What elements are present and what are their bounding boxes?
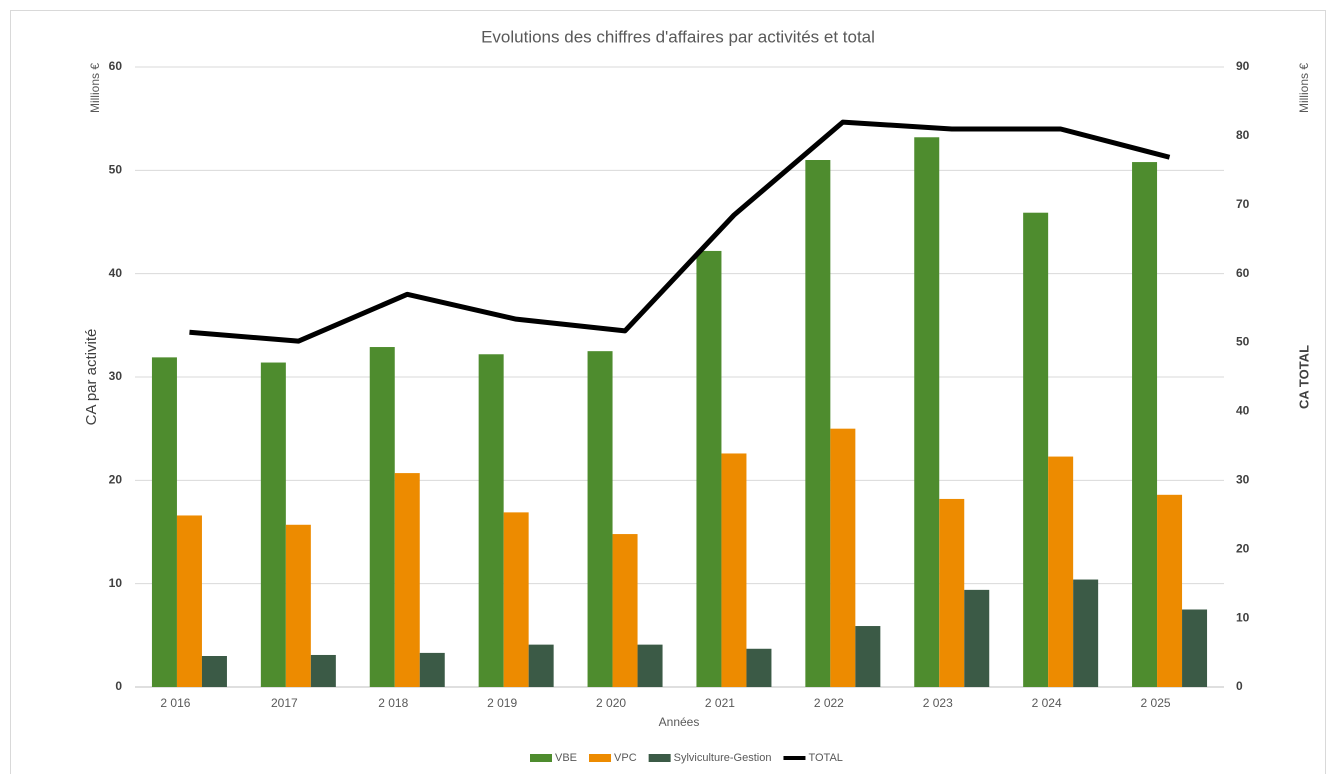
bar (830, 428, 856, 687)
bar (394, 473, 420, 687)
x-tick-label: 2017 (271, 696, 298, 710)
y2-tick-label: 20 (1236, 541, 1250, 555)
bar (1023, 212, 1049, 687)
bar (1157, 494, 1183, 687)
legend-swatch (589, 754, 612, 762)
y2-tick-label: 10 (1236, 610, 1250, 624)
x-tick-label: 2 025 (1141, 696, 1171, 710)
bar (746, 648, 772, 687)
bar (310, 654, 336, 687)
y2-tick-label: 70 (1236, 197, 1250, 211)
y-axis-title: CA par activité (83, 329, 100, 426)
x-tick-label: 2 018 (378, 696, 408, 710)
bar (528, 644, 554, 687)
bar (612, 534, 638, 687)
legend-swatch (648, 754, 671, 762)
bar (721, 453, 747, 687)
bar (939, 498, 965, 687)
y-tick-label: 30 (109, 369, 123, 383)
bar (1132, 162, 1158, 688)
bar (151, 357, 177, 687)
x-axis-title: Années (659, 715, 700, 729)
x-tick-label: 2 024 (1032, 696, 1062, 710)
legend-label: Sylviculture-Gestion (674, 752, 772, 764)
y2-tick-label: 80 (1236, 128, 1250, 142)
bar (696, 250, 722, 687)
y-tick-label: 20 (109, 473, 123, 487)
bar (503, 512, 529, 687)
y2-unit: Millions € (1297, 63, 1311, 113)
legend-label: VPC (614, 752, 637, 764)
x-tick-label: 2 021 (705, 696, 735, 710)
legend-label: VBE (555, 752, 577, 764)
y-tick-label: 40 (109, 266, 123, 280)
bar (914, 137, 940, 687)
bar (964, 589, 990, 687)
bar (855, 626, 881, 687)
x-tick-label: 2 022 (814, 696, 844, 710)
bar (1048, 456, 1074, 687)
line (189, 119, 1171, 344)
y-tick-label: 0 (115, 679, 122, 693)
bar (285, 524, 311, 687)
bar (1182, 609, 1208, 687)
bar (260, 362, 286, 687)
chart-title: Evolutions des chiffres d'affaires par a… (481, 27, 875, 46)
y-unit: Millions € (88, 63, 102, 113)
bar (478, 354, 504, 687)
legend-swatch (530, 754, 552, 762)
x-tick-label: 2 016 (160, 696, 190, 710)
bar (637, 644, 663, 687)
x-tick-label: 2 020 (596, 696, 626, 710)
bar (1073, 579, 1099, 687)
y2-tick-label: 60 (1236, 266, 1250, 280)
bar (587, 351, 613, 687)
x-tick-label: 2 019 (487, 696, 517, 710)
bar (176, 515, 202, 687)
bar (369, 347, 395, 687)
y2-axis-title: CA TOTAL (1296, 345, 1311, 409)
y2-tick-label: 30 (1236, 473, 1250, 487)
y-tick-label: 60 (109, 59, 123, 73)
y-tick-label: 10 (109, 576, 123, 590)
y2-tick-label: 0 (1236, 679, 1243, 693)
y2-tick-label: 50 (1236, 335, 1250, 349)
bar (419, 652, 445, 687)
bar (805, 160, 831, 687)
x-tick-label: 2 023 (923, 696, 953, 710)
y-tick-label: 50 (109, 163, 123, 177)
bar (201, 656, 227, 687)
chart-frame (10, 10, 1326, 774)
y2-tick-label: 40 (1236, 404, 1250, 418)
y2-tick-label: 90 (1236, 59, 1250, 73)
legend-label: TOTAL (808, 752, 842, 764)
